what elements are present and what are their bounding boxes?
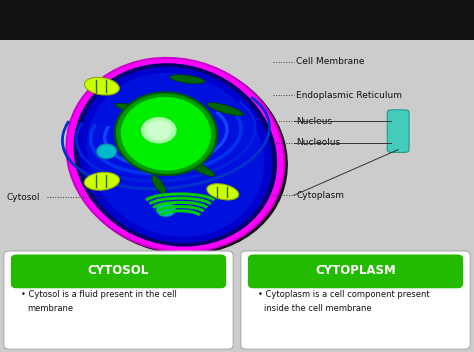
Ellipse shape: [146, 120, 172, 140]
Text: • Cytoplasm is a cell component present: • Cytoplasm is a cell component present: [258, 290, 430, 299]
Text: Cell Membrane: Cell Membrane: [296, 57, 365, 66]
Ellipse shape: [115, 93, 217, 175]
Ellipse shape: [73, 63, 277, 247]
Ellipse shape: [141, 117, 176, 143]
Ellipse shape: [188, 162, 215, 176]
Text: membrane: membrane: [27, 304, 73, 313]
Ellipse shape: [97, 144, 117, 159]
Ellipse shape: [84, 172, 119, 190]
Ellipse shape: [156, 202, 175, 216]
Text: Nucleolus: Nucleolus: [296, 138, 340, 147]
FancyBboxPatch shape: [4, 251, 233, 349]
Ellipse shape: [207, 184, 239, 200]
Ellipse shape: [78, 67, 273, 243]
Text: Cytoplasm: Cytoplasm: [296, 191, 344, 200]
Text: Protoplasm: Protoplasm: [396, 111, 401, 151]
Text: • Cytosol is a fluid present in the cell: • Cytosol is a fluid present in the cell: [21, 290, 177, 299]
Ellipse shape: [170, 75, 205, 84]
Text: CYTOSOL: CYTOSOL: [88, 264, 149, 277]
Ellipse shape: [66, 58, 284, 252]
FancyBboxPatch shape: [387, 110, 409, 152]
Ellipse shape: [121, 97, 211, 171]
Text: CYTOSOL VS. CYTOPLASM: CYTOSOL VS. CYTOPLASM: [9, 11, 273, 29]
Ellipse shape: [207, 103, 243, 115]
Text: Cytosol: Cytosol: [7, 193, 40, 202]
FancyBboxPatch shape: [241, 251, 470, 349]
Text: Nucleus: Nucleus: [296, 117, 332, 126]
Ellipse shape: [152, 175, 166, 194]
Text: CYTOPLASM: CYTOPLASM: [315, 264, 396, 277]
FancyBboxPatch shape: [11, 254, 226, 288]
FancyBboxPatch shape: [248, 254, 463, 288]
FancyBboxPatch shape: [0, 0, 474, 40]
Ellipse shape: [115, 103, 141, 111]
Text: inside the cell membrane: inside the cell membrane: [264, 304, 372, 313]
Ellipse shape: [87, 73, 264, 237]
Ellipse shape: [68, 59, 288, 254]
Text: Endoplasmic Reticulum: Endoplasmic Reticulum: [296, 90, 402, 100]
Ellipse shape: [84, 77, 119, 95]
